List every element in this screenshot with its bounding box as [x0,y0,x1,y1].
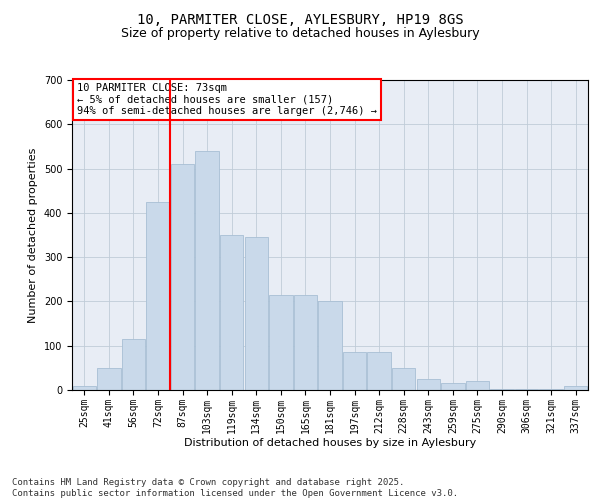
X-axis label: Distribution of detached houses by size in Aylesbury: Distribution of detached houses by size … [184,438,476,448]
Text: 10, PARMITER CLOSE, AYLESBURY, HP19 8GS: 10, PARMITER CLOSE, AYLESBURY, HP19 8GS [137,12,463,26]
Text: Contains HM Land Registry data © Crown copyright and database right 2025.
Contai: Contains HM Land Registry data © Crown c… [12,478,458,498]
Bar [122,339,145,390]
Bar [490,389,514,390]
Bar [319,302,341,390]
Bar [539,389,563,390]
Bar [441,384,464,390]
Bar [392,368,415,390]
Bar [171,164,194,390]
Bar [146,202,170,390]
Bar [564,386,587,390]
Bar [220,235,244,390]
Bar [245,237,268,390]
Bar [416,379,440,390]
Text: 10 PARMITER CLOSE: 73sqm
← 5% of detached houses are smaller (157)
94% of semi-d: 10 PARMITER CLOSE: 73sqm ← 5% of detache… [77,83,377,116]
Text: Size of property relative to detached houses in Aylesbury: Size of property relative to detached ho… [121,28,479,40]
Y-axis label: Number of detached properties: Number of detached properties [28,148,38,322]
Bar [515,389,538,390]
Bar [73,386,96,390]
Bar [269,295,293,390]
Bar [367,352,391,390]
Bar [294,295,317,390]
Bar [97,368,121,390]
Bar [343,352,366,390]
Bar [196,151,219,390]
Bar [466,381,489,390]
